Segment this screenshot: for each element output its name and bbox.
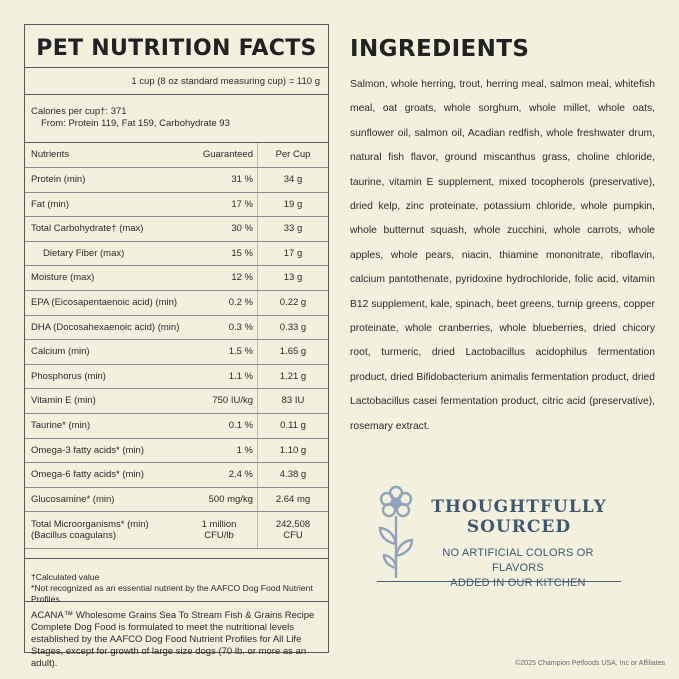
header-guaranteed: Guaranteed: [202, 149, 253, 160]
aafco-statement: ACANA™ Wholesome Grains Sea To Stream Fi…: [31, 610, 315, 670]
table-row: Taurine* (min) 0.1 % 0.11 g: [25, 413, 328, 439]
table-row: Calcium (min) 1.5 % 1.65 g: [25, 340, 328, 365]
nutrient-per-cup: 1.21 g: [257, 364, 328, 389]
footnotes: †Calculated value *Not recognized as an …: [25, 558, 328, 605]
nutrient-per-cup: 1.65 g: [257, 340, 328, 364]
header-nutrients: Nutrients: [31, 149, 70, 160]
nutrient-guaranteed: 1 %: [236, 444, 253, 456]
badge-title: THOUGHTFULLY SOURCED: [431, 497, 607, 537]
table-row: Dietary Fiber (max) 15 % 17 g: [25, 241, 328, 267]
nutrient-guaranteed: 2.4 %: [228, 469, 253, 481]
calories-line: Calories per cup†: 371: [31, 106, 127, 117]
flower-icon: [378, 485, 414, 578]
table-row: Total Carbohydrate† (max) 30 % 33 g: [25, 217, 328, 242]
table-row: Glucosamine* (min) 500 mg/kg 2.64 mg: [25, 487, 328, 513]
nutrient-per-cup: 0.33 g: [257, 315, 328, 340]
nutrient-per-cup: 17 g: [257, 241, 328, 266]
table-row: Phosphorus (min) 1.1 % 1.21 g: [25, 364, 328, 390]
copyright: ©2025 Champion Petfoods USA, Inc or Affi…: [515, 660, 665, 667]
nutrient-guaranteed: 750 IU/kg: [212, 395, 253, 407]
nutrient-guaranteed: 15 %: [231, 247, 253, 259]
nutrient-guaranteed: 17 %: [231, 198, 253, 210]
micro-guaranteed: 1 million CFU/lb: [201, 519, 237, 542]
nutrient-per-cup: 4.38 g: [257, 463, 328, 487]
nutrient-name: Omega-6 fatty acids* (min): [31, 469, 144, 481]
nutrient-name: Omega-3 fatty acids* (min): [31, 444, 144, 456]
nutrient-guaranteed: 500 mg/kg: [208, 493, 253, 505]
ingredients-title: INGREDIENTS: [350, 36, 530, 62]
nutrient-name: Moisture (max): [31, 272, 95, 284]
nutrient-guaranteed: 0.3 %: [228, 321, 253, 333]
nutrient-per-cup: 19 g: [257, 192, 328, 217]
calories-breakdown: From: Protein 119, Fat 159, Carbohydrate…: [41, 118, 230, 129]
badge-subtitle: NO ARTIFICIAL COLORS OR FLAVORS ADDED IN …: [442, 547, 594, 589]
nutrient-per-cup: 2.64 mg: [257, 487, 328, 512]
nutrient-guaranteed: 0.2 %: [228, 296, 253, 308]
nutrient-name: Glucosamine* (min): [31, 493, 115, 505]
nutrient-per-cup: 13 g: [257, 266, 328, 290]
nutrient-guaranteed: 1.5 %: [228, 346, 253, 358]
nutrient-name: DHA (Docosahexaenoic acid) (min): [31, 321, 180, 333]
nutrient-name: Vitamin E (min): [31, 395, 96, 407]
micro-per-cup: 242,508 CFU: [257, 512, 328, 549]
nutrient-guaranteed: 31 %: [231, 174, 253, 185]
nutrient-name: Phosphorus (min): [31, 370, 106, 382]
table-row: DHA (Docosahexaenoic acid) (min) 0.3 % 0.3…: [25, 315, 328, 341]
table-row-microorganisms: Total Microorganisms* (min) (Bacillus coa…: [25, 512, 328, 550]
table-row: Moisture (max) 12 % 13 g: [25, 266, 328, 291]
nutrition-facts-panel: PET NUTRITION FACTS 1 cup (8 oz standard…: [24, 24, 329, 669]
nutrient-guaranteed: 0.1 %: [228, 419, 253, 431]
nutrient-name: Fat (min): [31, 198, 69, 210]
nutrient-name: Dietary Fiber (max): [43, 247, 125, 259]
nutrient-per-cup: 83 IU: [257, 389, 328, 413]
serving-size: 1 cup (8 oz standard measuring cup) = 11…: [25, 68, 328, 95]
ingredients-list: Salmon, whole herring, trout, herring me…: [350, 79, 655, 432]
nutrient-name: Taurine* (min): [31, 419, 91, 431]
nutrient-per-cup: 0.22 g: [257, 290, 328, 315]
nutrient-guaranteed: 1.1 %: [228, 370, 253, 382]
footnote-calculated: †Calculated value: [31, 572, 100, 583]
table-row: Omega-6 fatty acids* (min) 2.4 % 4.38 g: [25, 463, 328, 488]
nutrient-name: Protein (min): [31, 174, 86, 185]
table-row: EPA (Eicosapentaenoic acid) (min) 0.2 % 0.…: [25, 290, 328, 316]
nutrient-per-cup: 33 g: [257, 217, 328, 241]
table-row: Fat (min) 17 % 19 g: [25, 192, 328, 218]
micro-name: Total Microorganisms* (min) (Bacillus coa…: [31, 519, 149, 542]
header-per-cup: Per Cup: [257, 143, 328, 167]
nutrient-name: EPA (Eicosapentaenoic acid) (min): [31, 296, 178, 308]
calories-block: Calories per cup†: 371 From: Protein 119…: [25, 95, 328, 143]
nutrient-per-cup: 0.11 g: [257, 413, 328, 438]
nutrient-name: Calcium (min): [31, 346, 90, 358]
nutrients-table-header: Nutrients Guaranteed Per Cup: [25, 143, 328, 168]
nutrient-guaranteed: 12 %: [231, 272, 253, 284]
badge-divider: [377, 581, 621, 582]
footnote-not-essential: *Not recognized as an essential nutrient…: [31, 583, 313, 605]
nutrient-name: Total Carbohydrate† (max): [31, 223, 144, 235]
nutrient-per-cup: 34 g: [257, 168, 328, 192]
table-row: Vitamin E (min) 750 IU/kg 83 IU: [25, 389, 328, 414]
nutrients-table-body: Protein (min) 31 % 34 g Fat (min) 17 % 19 g To…: [25, 168, 328, 513]
nutrient-per-cup: 1.10 g: [257, 438, 328, 463]
table-row: Protein (min) 31 % 34 g: [25, 168, 328, 193]
nutrition-title: PET NUTRITION FACTS: [25, 25, 328, 68]
table-row: Omega-3 fatty acids* (min) 1 % 1.10 g: [25, 438, 328, 464]
nutrient-guaranteed: 30 %: [231, 223, 253, 235]
